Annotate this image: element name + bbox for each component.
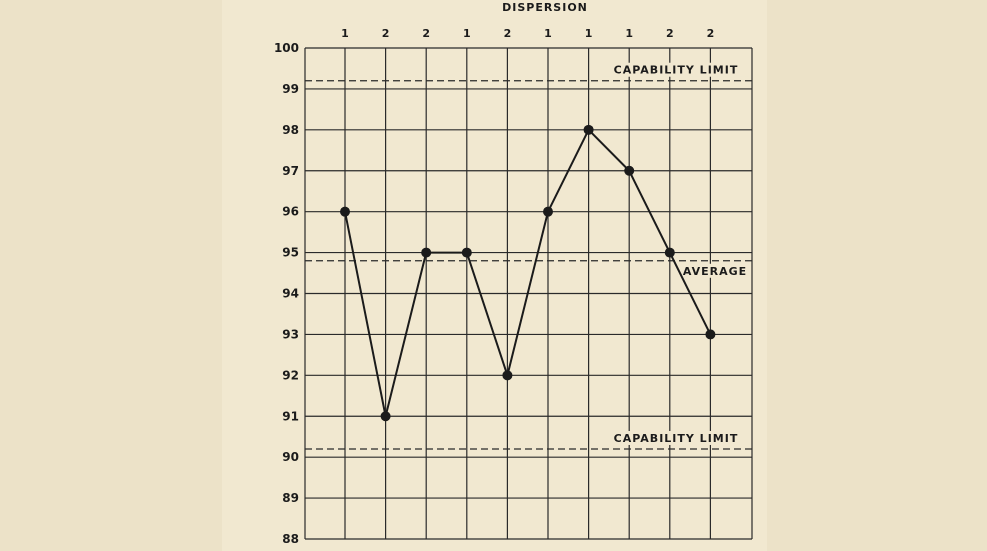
data-point — [421, 247, 432, 258]
y-tick-label: 91 — [282, 409, 299, 423]
top-label: 2 — [666, 27, 674, 40]
y-tick-label: 99 — [282, 82, 299, 96]
series — [340, 124, 716, 422]
reference-lines: CAPABILITY LIMIT AVERAGE CAPABILITY LIMIT — [305, 62, 752, 450]
top-labels: 1 2 2 1 2 1 1 1 2 2 — [341, 27, 714, 40]
chart-paper — [222, 0, 767, 551]
y-tick-label: 98 — [282, 123, 299, 137]
data-point — [664, 247, 675, 258]
reference-line-label: CAPABILITY LIMIT — [614, 432, 739, 445]
data-point — [380, 411, 391, 422]
data-point — [340, 206, 350, 217]
chart-title: DISPERSION — [502, 1, 588, 14]
data-point — [583, 124, 594, 135]
top-label: 1 — [341, 27, 349, 40]
y-tick-label: 97 — [282, 164, 299, 178]
reference-line-label: AVERAGE — [683, 265, 747, 278]
reference-line-label: CAPABILITY LIMIT — [614, 64, 739, 77]
reference-label-background — [603, 430, 749, 445]
top-label: 2 — [707, 27, 715, 40]
y-tick-label: 94 — [282, 287, 299, 301]
y-tick-label: 90 — [282, 450, 299, 464]
y-tick-label: 89 — [282, 491, 299, 505]
series-line — [344, 128, 712, 418]
reference-label-background — [603, 62, 749, 77]
top-label: 1 — [463, 27, 471, 40]
data-point — [543, 206, 553, 217]
top-label: 2 — [422, 27, 430, 40]
top-label: 2 — [504, 27, 512, 40]
top-label: 1 — [585, 27, 593, 40]
top-label: 1 — [544, 27, 552, 40]
y-tick-label: 95 — [282, 246, 299, 260]
y-axis-ticks: 88 89 90 91 92 93 94 95 96 97 98 99 100 — [274, 41, 299, 546]
top-label: 2 — [382, 27, 390, 40]
data-point — [624, 165, 635, 176]
data-point — [461, 247, 472, 258]
y-tick-label: 92 — [282, 368, 299, 382]
y-tick-label: 88 — [282, 532, 299, 546]
reference-label-background — [683, 263, 747, 278]
data-point — [705, 329, 716, 340]
y-tick-label: 93 — [282, 327, 299, 341]
y-tick-label: 96 — [282, 205, 299, 219]
top-label: 1 — [625, 27, 633, 40]
y-tick-label: 100 — [274, 41, 299, 55]
data-point — [502, 370, 513, 381]
